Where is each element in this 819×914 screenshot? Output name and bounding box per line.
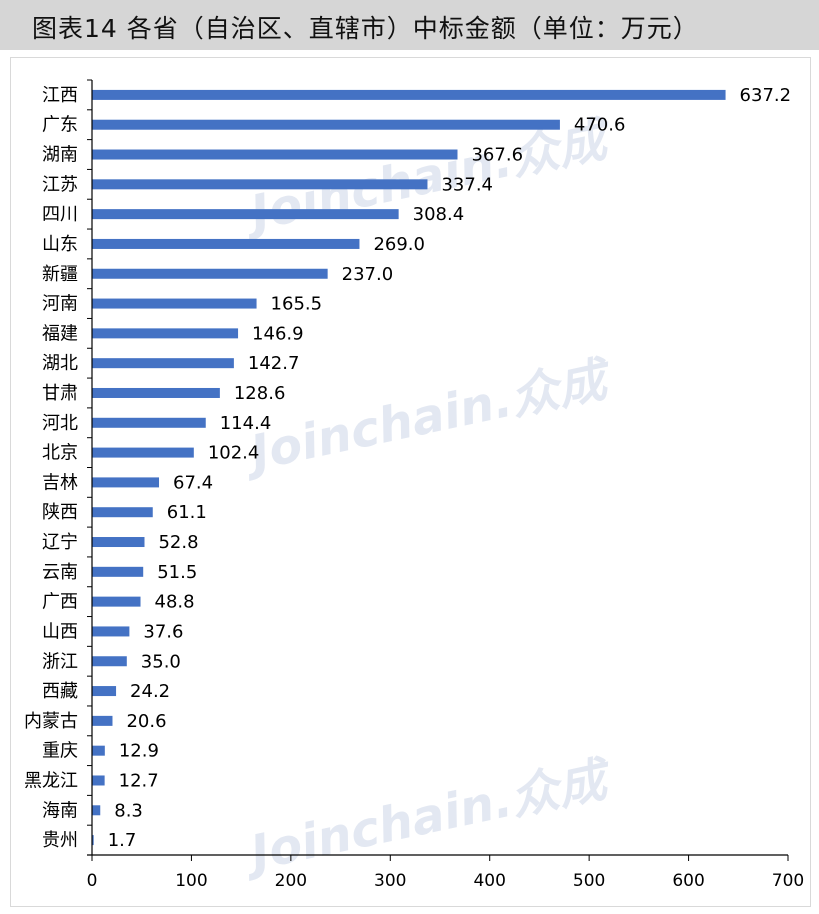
category-label: 辽宁 — [42, 532, 78, 553]
bar — [92, 358, 234, 368]
bar — [92, 269, 328, 279]
value-label: 637.2 — [740, 85, 792, 106]
bar — [92, 388, 220, 398]
value-label: 470.6 — [574, 115, 626, 136]
category-label: 新疆 — [42, 264, 78, 285]
bar — [92, 209, 399, 219]
bar — [92, 567, 143, 577]
category-label: 河南 — [42, 294, 78, 315]
category-label: 重庆 — [42, 741, 78, 762]
category-label: 江西 — [42, 85, 78, 106]
category-label: 北京 — [42, 443, 78, 464]
value-label: 337.4 — [441, 174, 493, 195]
value-label: 142.7 — [248, 353, 300, 374]
x-tick-label: 300 — [374, 871, 406, 891]
bar — [92, 507, 153, 517]
x-tick-label: 500 — [573, 871, 605, 891]
value-label: 146.9 — [252, 323, 304, 344]
value-label: 165.5 — [271, 294, 323, 315]
x-tick-label: 400 — [473, 871, 505, 891]
category-label: 河北 — [42, 413, 78, 434]
value-label: 20.6 — [126, 711, 166, 732]
bar — [92, 120, 560, 130]
value-label: 52.8 — [158, 532, 198, 553]
bar — [92, 597, 141, 607]
value-label: 67.4 — [173, 472, 213, 493]
value-label: 102.4 — [208, 443, 260, 464]
bar — [92, 179, 427, 189]
x-tick-label: 700 — [772, 871, 804, 891]
bar — [92, 150, 457, 160]
x-tick-label: 100 — [175, 871, 207, 891]
category-label: 甘肃 — [42, 383, 78, 404]
category-label: 吉林 — [42, 472, 78, 493]
category-label: 浙江 — [42, 651, 78, 672]
category-label: 海南 — [42, 800, 78, 821]
category-label: 云南 — [42, 562, 78, 583]
value-label: 308.4 — [413, 204, 465, 225]
x-tick-label: 0 — [87, 871, 98, 891]
x-tick-label: 200 — [275, 871, 307, 891]
bar — [92, 746, 105, 756]
bar — [92, 716, 112, 726]
category-label: 内蒙古 — [24, 711, 78, 732]
bar — [92, 448, 194, 458]
category-label: 西藏 — [42, 681, 78, 702]
category-label: 山东 — [42, 234, 78, 255]
bar — [92, 656, 127, 666]
bar — [92, 805, 100, 815]
value-label: 61.1 — [167, 502, 207, 523]
category-label: 陕西 — [42, 502, 78, 523]
category-label: 湖北 — [42, 353, 78, 374]
value-label: 24.2 — [130, 681, 170, 702]
bar — [92, 418, 206, 428]
bar — [92, 537, 144, 547]
category-label: 贵州 — [42, 830, 78, 851]
category-label: 山西 — [42, 621, 78, 642]
category-label: 广西 — [42, 592, 78, 613]
value-label: 1.7 — [108, 830, 137, 851]
bar — [92, 90, 726, 100]
x-tick-label: 600 — [672, 871, 704, 891]
value-label: 12.7 — [119, 770, 159, 791]
value-label: 367.6 — [471, 145, 523, 166]
value-label: 48.8 — [155, 592, 195, 613]
value-label: 128.6 — [234, 383, 286, 404]
value-label: 114.4 — [220, 413, 272, 434]
bar — [92, 686, 116, 696]
category-label: 黑龙江 — [24, 770, 78, 791]
watermark: Joinchain.众成 — [238, 750, 618, 883]
value-label: 237.0 — [342, 264, 394, 285]
category-label: 湖南 — [42, 145, 78, 166]
category-label: 四川 — [42, 204, 78, 225]
bar — [92, 477, 159, 487]
value-label: 8.3 — [114, 800, 143, 821]
category-label: 广东 — [42, 115, 78, 136]
bar — [92, 299, 257, 309]
value-label: 12.9 — [119, 741, 159, 762]
bar — [92, 775, 105, 785]
value-label: 269.0 — [373, 234, 425, 255]
bar — [92, 239, 359, 249]
category-label: 福建 — [42, 323, 78, 344]
value-label: 51.5 — [157, 562, 197, 583]
category-label: 江苏 — [42, 174, 78, 195]
value-label: 37.6 — [143, 621, 183, 642]
bar — [92, 328, 238, 338]
value-label: 35.0 — [141, 651, 181, 672]
bar — [92, 626, 129, 636]
